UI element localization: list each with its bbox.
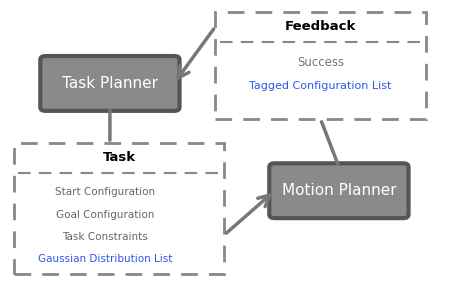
Text: Success: Success — [297, 56, 344, 69]
Text: Task: Task — [103, 151, 136, 164]
Text: Start Configuration: Start Configuration — [55, 187, 155, 197]
Text: Task Constraints: Task Constraints — [62, 232, 148, 242]
Text: Goal Configuration: Goal Configuration — [56, 209, 154, 220]
Text: Tagged Configuration List: Tagged Configuration List — [250, 81, 392, 91]
Text: Feedback: Feedback — [285, 20, 356, 33]
FancyBboxPatch shape — [40, 56, 180, 111]
Text: Motion Planner: Motion Planner — [282, 183, 396, 198]
Text: Gaussian Distribution List: Gaussian Distribution List — [38, 254, 173, 264]
Text: Task Planner: Task Planner — [62, 76, 158, 91]
FancyBboxPatch shape — [269, 163, 409, 218]
